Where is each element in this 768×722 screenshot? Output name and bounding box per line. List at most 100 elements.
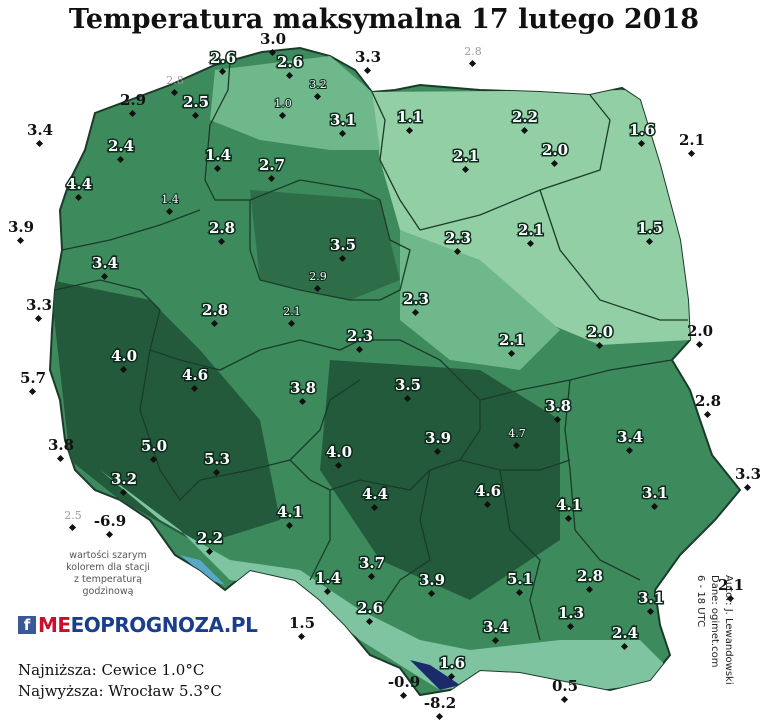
highest-temperature: Najwyższa: Wrocław 5.3°C: [18, 682, 222, 700]
station-marker: 3.9: [417, 570, 447, 598]
station-marker: 3.5: [328, 235, 358, 263]
facebook-icon[interactable]: f: [18, 616, 36, 634]
station-temperature: 2.0: [587, 323, 613, 341]
station-dot: [461, 165, 470, 174]
station-temperature: 4.6: [182, 366, 208, 384]
station-temperature: 3.0: [260, 30, 286, 48]
station-marker: 2.0: [687, 322, 713, 349]
station-dot: [56, 454, 65, 463]
station-temperature: 3.3: [26, 296, 52, 314]
station-temperature: 3.8: [48, 436, 74, 454]
station-temperature: 3.2: [111, 470, 137, 488]
station-dot: [100, 272, 109, 281]
station-marker: 2.0: [540, 140, 570, 168]
station-temperature: 3.9: [425, 429, 451, 447]
meteoprognoza-logo[interactable]: f MEEOPROGNOZA.PL: [18, 612, 258, 638]
station-temperature: 2.2: [197, 529, 223, 547]
station-marker: 5.3: [202, 449, 232, 477]
station-temperature: 3.4: [27, 121, 53, 139]
station-dot: [338, 254, 347, 263]
station-dot: [491, 636, 500, 645]
station-marker: 2.4: [106, 136, 136, 164]
station-marker: 2.6: [275, 52, 305, 80]
station-temperature: 2.9: [120, 91, 146, 109]
station-temperature: 3.4: [617, 428, 643, 446]
station-marker: 2.9: [120, 91, 146, 118]
station-dot: [403, 394, 412, 403]
station-marker: 2.1: [679, 131, 705, 158]
station-temperature: 3.7: [359, 554, 385, 572]
station-temperature: 2.1: [518, 221, 544, 239]
station-dot: [399, 691, 408, 700]
station-temperature: 3.8: [290, 379, 316, 397]
station-dot: [119, 488, 128, 497]
station-dot: [507, 349, 516, 358]
station-marker: 4.0: [109, 346, 139, 374]
station-dot: [650, 502, 659, 511]
lowest-temperature: Najniższa: Cewice 1.0°C: [18, 661, 205, 679]
station-marker: 1.5: [289, 614, 315, 641]
station-dot: [285, 521, 294, 530]
light-zone-north: [210, 56, 380, 150]
station-dot: [520, 126, 529, 135]
station-marker: 3.5: [393, 375, 423, 403]
station-marker: -0.9: [388, 673, 420, 700]
station-dot: [313, 92, 322, 101]
station-marker: 3.8: [543, 396, 573, 424]
station-dot: [526, 239, 535, 248]
station-marker: 2.8: [464, 45, 482, 68]
station-temperature: 4.1: [556, 496, 582, 514]
station-temperature: 1.4: [205, 146, 231, 164]
station-marker: 1.6: [627, 120, 657, 148]
station-dot: [205, 547, 214, 556]
station-marker: 2.1: [497, 330, 527, 358]
station-temperature: 1.6: [439, 654, 465, 672]
station-temperature: 1.4: [315, 569, 341, 587]
station-dot: [453, 247, 462, 256]
station-temperature: 2.8: [695, 392, 721, 410]
station-marker: -6.9: [94, 512, 126, 539]
station-marker: 1.3: [556, 603, 586, 631]
station-dot: [267, 174, 276, 183]
station-marker: 3.8: [288, 378, 318, 406]
station-marker: 2.0: [585, 322, 615, 350]
station-dot: [313, 284, 322, 293]
station-marker: 3.2: [308, 77, 328, 101]
station-dot: [367, 572, 376, 581]
station-marker: 2.6: [208, 48, 238, 76]
station-marker: 3.0: [260, 30, 286, 57]
station-dot: [35, 139, 44, 148]
station-marker: 3.3: [735, 465, 761, 492]
station-temperature: 2.8: [464, 45, 482, 58]
station-dot: [213, 164, 222, 173]
station-dot: [338, 129, 347, 138]
station-temperature: 2.4: [612, 624, 638, 642]
station-marker: 2.8: [575, 566, 605, 594]
station-temperature: 2.1: [679, 131, 705, 149]
station-temperature: 1.3: [558, 604, 584, 622]
station-marker: 4.6: [180, 365, 210, 393]
station-dot: [218, 67, 227, 76]
station-temperature: 5.0: [141, 437, 167, 455]
station-marker: 2.2: [510, 107, 540, 135]
station-temperature: 3.1: [642, 484, 668, 502]
station-marker: 3.9: [423, 428, 453, 456]
station-temperature: 2.6: [210, 49, 236, 67]
station-marker: 3.7: [357, 553, 387, 581]
station-temperature: 3.9: [419, 571, 445, 589]
station-dot: [210, 319, 219, 328]
station-dot: [566, 622, 575, 631]
station-marker: 2.3: [401, 289, 431, 317]
station-dot: [703, 410, 712, 419]
station-dot: [411, 308, 420, 317]
station-marker: 2.3: [443, 228, 473, 256]
station-temperature: 4.7: [508, 427, 526, 440]
credit-source: Dane: ogimet.com: [709, 575, 720, 668]
station-dot: [298, 397, 307, 406]
station-temperature: 2.6: [277, 53, 303, 71]
station-marker: 4.1: [275, 502, 305, 530]
station-dot: [637, 139, 646, 148]
station-marker: 2.8: [200, 300, 230, 328]
station-marker: 1.4: [313, 568, 343, 596]
station-dot: [370, 503, 379, 512]
